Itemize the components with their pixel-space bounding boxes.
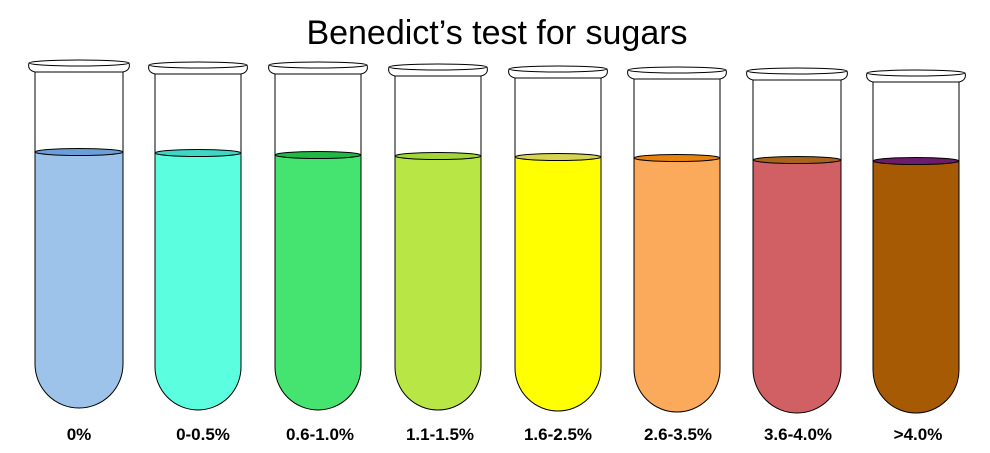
- tube-liquid: [873, 161, 959, 413]
- tube-liquid: [515, 157, 601, 411]
- tube-glass-outline: [274, 74, 362, 411]
- tube-glass-outline: [34, 72, 124, 409]
- tube-glass-outline: [872, 82, 960, 414]
- test-tubes: 0% 0-0.5% 0.6-1.0% 1.1-1.5% 1.6-2.5% 2.6-3.5%…: [28, 59, 966, 444]
- tube-concentration-label: 0.6-1.0%: [286, 425, 354, 444]
- tube-liquid: [753, 160, 841, 413]
- tube-concentration-label: 0%: [67, 425, 92, 444]
- tube-meniscus: [274, 151, 362, 159]
- tube-liquid: [275, 155, 361, 410]
- tube-glass-outline: [633, 79, 721, 413]
- tube-liquid: [395, 156, 481, 410]
- tube-rim: [28, 59, 130, 67]
- tube-meniscus: [34, 148, 124, 156]
- tube-rim: [746, 67, 848, 75]
- test-tube: 1.1-1.5%: [388, 63, 488, 444]
- test-tube: 1.6-2.5%: [508, 65, 608, 444]
- tube-concentration-label: 2.6-3.5%: [644, 425, 712, 444]
- tube-glass-outline: [752, 80, 842, 414]
- tube-meniscus: [752, 156, 842, 164]
- tube-meniscus: [154, 149, 242, 157]
- tube-glass-outline: [514, 78, 602, 412]
- test-tube: 0%: [28, 59, 130, 444]
- tube-liquid: [634, 158, 720, 412]
- tube-rim: [148, 61, 248, 69]
- tube-liquid: [155, 153, 241, 410]
- tube-rim: [508, 65, 608, 73]
- tube-concentration-label: 3.6-4.0%: [764, 425, 832, 444]
- tube-concentration-label: 1.6-2.5%: [524, 425, 592, 444]
- tube-rim: [627, 66, 727, 74]
- test-tube: >4.0%: [866, 69, 966, 444]
- tube-rim: [866, 69, 966, 77]
- test-tube: 0.6-1.0%: [268, 61, 368, 444]
- tube-meniscus: [514, 153, 602, 161]
- tube-glass-outline: [394, 76, 482, 411]
- test-tube: 2.6-3.5%: [627, 66, 727, 444]
- tube-meniscus: [872, 157, 960, 165]
- tube-rim: [388, 63, 488, 71]
- tube-concentration-label: >4.0%: [894, 425, 943, 444]
- tube-glass-outline: [154, 74, 242, 411]
- tube-liquid: [35, 152, 123, 408]
- tube-concentration-label: 0-0.5%: [176, 425, 230, 444]
- test-tube: 0-0.5%: [148, 61, 248, 444]
- tube-concentration-label: 1.1-1.5%: [406, 425, 474, 444]
- test-tube: 3.6-4.0%: [746, 67, 848, 444]
- tube-rim: [268, 61, 368, 69]
- figure-title: Benedict’s test for sugars: [306, 14, 687, 52]
- tube-meniscus: [394, 152, 482, 160]
- tube-meniscus: [633, 154, 721, 162]
